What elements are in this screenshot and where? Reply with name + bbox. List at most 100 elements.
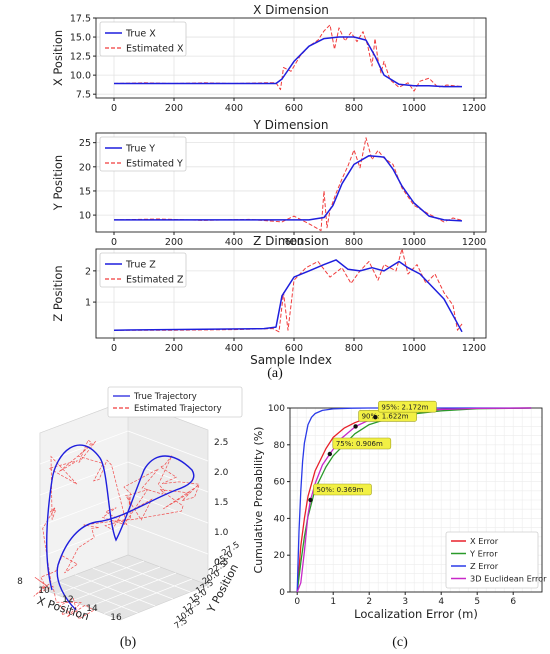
legend-box: [99, 252, 187, 288]
true-trajectory-line: [46, 444, 195, 611]
y-tick-label: 10.0: [70, 71, 91, 82]
x-tick-label: 1: [330, 597, 336, 607]
y-tick-label: 80: [274, 441, 286, 451]
y-tick-label: 20: [274, 551, 286, 561]
y-tick-label: 60: [274, 478, 286, 488]
annotation-text: 95%: 2.172m: [381, 403, 428, 411]
floor-grid-line: [87, 572, 177, 608]
z-tick-label: 2.0: [214, 468, 229, 478]
floor-grid-line: [55, 560, 145, 595]
true-series-line: [114, 36, 462, 88]
x-axis-label: Localization Error (m): [354, 607, 478, 621]
z-tick-label: 0.5: [214, 558, 228, 568]
pane-grid-line: [39, 461, 129, 496]
chart-title: Z Dimension: [253, 234, 329, 248]
legend-box: [445, 531, 539, 589]
pane-grid-line: [39, 430, 129, 465]
x-tick-label: 1000: [402, 343, 426, 354]
legend-label: Estimated X: [126, 44, 184, 55]
cdf-series-line: [296, 407, 532, 593]
chart-title: Y Dimension: [253, 118, 329, 132]
x-tick-label: 600: [285, 343, 303, 354]
x-tick-label: 16: [110, 613, 122, 623]
pane-grid-line: [127, 461, 209, 493]
x-tick-label: 200: [165, 237, 183, 248]
plot-frame: [95, 132, 487, 233]
x-tick-label: 400: [225, 103, 243, 114]
y-axis-label: Z Position: [51, 265, 65, 321]
x-tick-label: 8: [17, 577, 23, 587]
x-tick-label: 400: [225, 343, 243, 354]
x-tick-label: 1000: [402, 103, 426, 114]
legend-label: True Z: [125, 260, 156, 271]
x-tick-label: 600: [285, 103, 303, 114]
floor-grid-line: [92, 567, 173, 600]
x-tick-label: 3: [402, 597, 408, 607]
y-tick-label: 100: [268, 404, 285, 414]
pane-grid-line: [127, 492, 209, 524]
x-tick-label: 200: [165, 343, 183, 354]
y-tick-label: 25: [79, 138, 91, 149]
y-tick-label: 15.0: [70, 33, 91, 44]
floor-grid-line: [103, 578, 193, 614]
y-tick-label: 0: [279, 588, 285, 598]
percentile-marker: [327, 451, 333, 457]
pane-grid-line: [127, 430, 209, 462]
pane-grid-line: [127, 523, 209, 555]
y-tick-label: 10: [79, 211, 91, 222]
figure-label-a: (a): [267, 366, 283, 381]
annotation-box: [332, 437, 392, 450]
legend-label: True X: [125, 29, 156, 40]
annotation-box: [378, 400, 437, 413]
x-dimension-panel: 0 200 400 600 800 1000 1200 7.5 10.0 12.5 15.0 17.5…: [51, 3, 487, 114]
floor-pane: [39, 554, 209, 621]
z-tick-label: 1.5: [214, 498, 228, 508]
z-tick-label: 1.0: [214, 528, 229, 538]
x-tick-label: 800: [345, 237, 363, 248]
y-axis-label: Y Position: [51, 155, 65, 211]
y-tick-label: 40: [274, 514, 286, 524]
x-tick-label: 800: [345, 103, 363, 114]
percentile-marker: [373, 415, 378, 420]
annotation-text: 75%: 0.906m: [336, 440, 383, 448]
true-series-line: [114, 154, 463, 222]
percentile-marker: [308, 497, 313, 503]
y-tick-label: 2: [85, 266, 91, 277]
chart-title: X Dimension: [253, 3, 329, 17]
x-tick-label: 12: [62, 595, 73, 605]
y-tick-label: 20: [79, 162, 91, 173]
z-tick-label: 2.5: [214, 438, 228, 448]
floor-grid-line: [110, 561, 191, 593]
y-tick-label: 12.5: [70, 52, 91, 63]
figure-label-c: (c): [392, 635, 408, 650]
legend-label: Estimated Y: [126, 159, 183, 170]
x-tick-label: 1200: [462, 237, 486, 248]
z-dimension-panel: 0 200 400 600 800 1000 1200 1 2 Z Dimension Z Posi…: [51, 234, 487, 367]
x-tick-label: 600: [285, 237, 303, 248]
x-tick-label: 14: [86, 604, 98, 614]
legend-label: True Y: [125, 144, 155, 155]
legend-label: Y Error: [469, 549, 498, 559]
x-tick-label: 0: [111, 103, 117, 114]
pane-grid-line: [39, 492, 129, 527]
x-axis-label: Sample Index: [250, 353, 332, 367]
legend-label: X Error: [470, 536, 499, 546]
y-tick-label: 1: [85, 298, 91, 309]
legend-label: 3D Euclidean Error: [470, 574, 547, 584]
annotation-text: 50%: 0.369m: [316, 486, 363, 494]
x-tick-label: 10: [38, 586, 50, 596]
floor-grid-line: [57, 581, 138, 614]
y-tick-label: 7.5: [76, 90, 91, 101]
x-tick-label: 5: [474, 597, 480, 607]
x-tick-label: 2: [366, 597, 372, 607]
plot-frame: [95, 248, 487, 339]
figure-label-b: (b): [120, 635, 137, 650]
x-tick-label: 800: [345, 343, 363, 354]
y-tick-label: 17.5: [70, 14, 91, 25]
x-tick-label: 4: [438, 597, 444, 607]
legend-box: [107, 386, 243, 418]
x-tick-label: 200: [165, 103, 183, 114]
